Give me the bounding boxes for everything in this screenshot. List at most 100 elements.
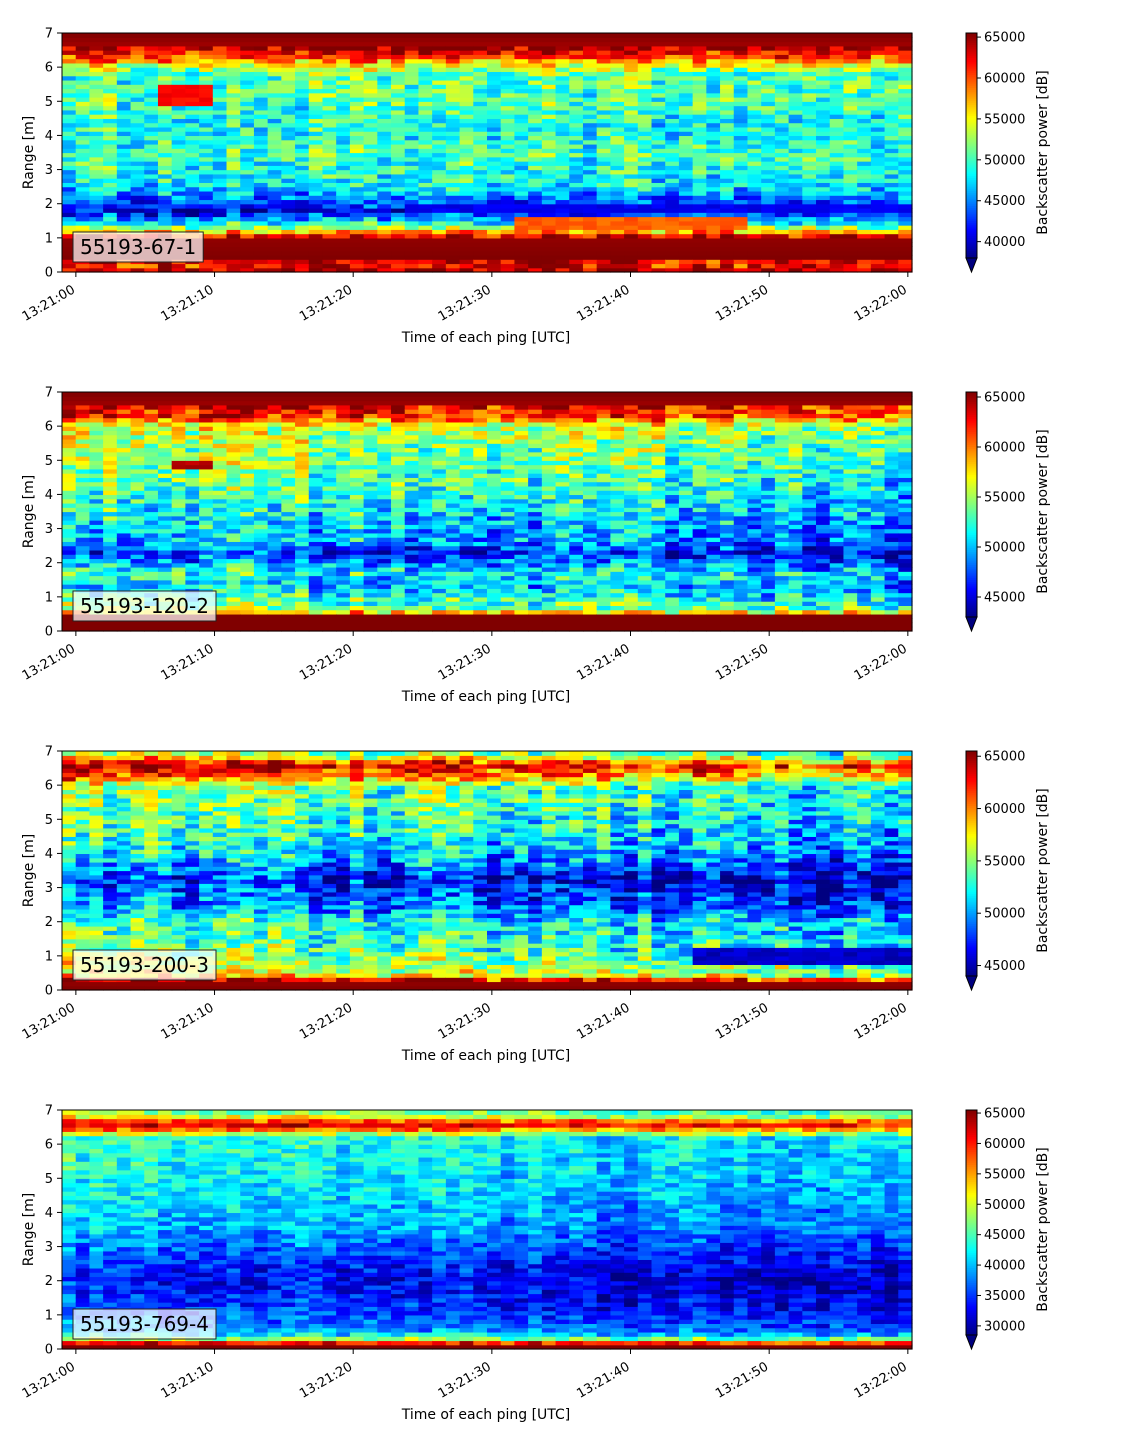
heatmap-cell [157,468,173,474]
heatmap-cell [349,430,365,436]
heatmap-cell [336,575,351,581]
heatmap-cell [281,473,296,478]
heatmap-cell [116,520,132,525]
heatmap-cell [308,37,324,43]
heatmap-cell [404,109,420,115]
heatmap-cell [418,169,433,175]
heatmap-cell [774,135,790,141]
heatmap-cell [363,259,378,265]
heatmap-cell [349,33,365,38]
heatmap-cell [816,152,831,158]
heatmap-cell [651,101,666,107]
heatmap-cell [130,169,145,175]
heatmap-cell [322,451,337,457]
heatmap-cell [514,178,529,183]
heatmap-cell [788,207,803,213]
heatmap-cell [281,477,296,483]
heatmap-cell [240,618,255,624]
heatmap-cell [404,242,420,247]
heatmap-cell [487,250,502,256]
heatmap-cell [898,242,913,247]
heatmap-cell [637,169,653,175]
heatmap-cell [761,161,776,166]
heatmap-cell [363,434,378,440]
heatmap-cell [692,126,707,132]
heatmap-cell [336,131,351,137]
heatmap-cell [541,105,557,111]
heatmap-cell [62,229,77,235]
heatmap-cell [500,229,516,235]
heatmap-cell [774,131,790,137]
heatmap-cell [281,135,296,141]
heatmap-cell [692,259,707,265]
heatmap-cell [610,246,625,252]
heatmap-cell [308,148,324,154]
heatmap-cell [774,237,790,243]
heatmap-cell [733,165,749,171]
colorbar-segment [966,246,977,250]
heatmap-cell [733,58,749,64]
heatmap-cell [308,596,324,602]
heatmap-cell [62,161,77,166]
heatmap-cell [678,50,694,55]
heatmap-cell [336,426,351,432]
heatmap-cell [253,195,269,201]
heatmap-cell [816,190,831,196]
heatmap-cell [733,71,749,77]
heatmap-cell [802,148,817,154]
heatmap-cell [432,131,447,137]
heatmap-cell [816,263,831,269]
heatmap-cell [322,541,337,547]
heatmap-cell [295,161,310,166]
heatmap-cell [62,254,77,260]
heatmap-cell [733,263,749,269]
heatmap-cell [363,54,378,60]
colorbar-tick-label: 40000 [984,235,1025,250]
heatmap-cell [788,182,803,188]
heatmap-cell [445,237,461,243]
heatmap-cell [253,54,269,60]
heatmap-cell [240,203,255,209]
heatmap-cell [185,105,200,111]
heatmap-cell [157,532,173,538]
heatmap-cell [610,54,625,60]
heatmap-cell [75,173,91,179]
heatmap-cell [116,434,132,440]
heatmap-cell [404,259,420,265]
heatmap-cell [116,464,132,470]
heatmap-cell [240,417,255,423]
heatmap-cell [281,41,296,47]
heatmap-cell [144,451,159,457]
heatmap-cell [720,92,735,98]
heatmap-cell [336,481,351,487]
heatmap-cell [199,62,214,68]
heatmap-cell [308,118,324,124]
heatmap-cell [240,409,255,414]
heatmap-cell [610,250,625,256]
heatmap-cell [884,207,899,213]
heatmap-cell [62,37,77,43]
heatmap-cell [404,233,420,239]
heatmap-cell [514,84,529,90]
heatmap-cell [678,233,694,239]
heatmap-cell [281,220,296,226]
heatmap-cell [171,409,186,414]
heatmap-cell [144,62,159,68]
heatmap-cell [610,220,625,226]
heatmap-cell [816,182,831,188]
heatmap-cell [774,203,790,209]
heatmap-cell [240,430,255,436]
heatmap-cell [281,88,296,94]
heatmap-cell [116,426,132,432]
heatmap-cell [295,58,310,64]
heatmap-cell [692,182,707,188]
heatmap-cell [199,541,214,547]
heatmap-cell [226,186,241,192]
heatmap-cell [445,88,461,94]
heatmap-cell [212,609,228,615]
heatmap-cell [103,417,118,423]
heatmap-cell [199,485,214,491]
heatmap-cell [62,460,77,466]
heatmap-cell [349,54,365,60]
heatmap-cell [788,67,803,73]
